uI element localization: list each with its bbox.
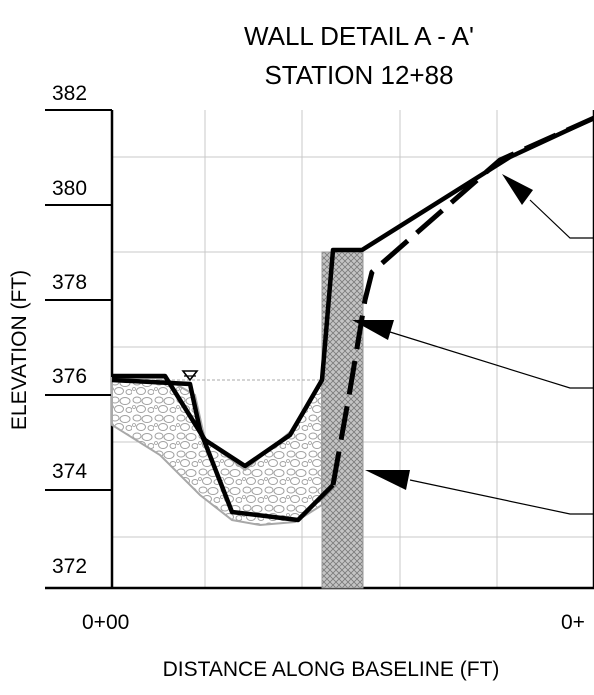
y-tick-lines bbox=[45, 109, 112, 491]
x-tick-label: 0+ bbox=[561, 611, 585, 634]
title-line-1: WALL DETAIL A - A' bbox=[244, 21, 474, 51]
profile-line-proposed bbox=[111, 377, 335, 523]
y-axis-label: ELEVATION (FT) bbox=[8, 270, 31, 430]
y-tick-label: 372 bbox=[52, 555, 87, 578]
leader-line-bottom bbox=[365, 470, 594, 515]
y-tick-label: 374 bbox=[52, 460, 87, 483]
leader-line-top bbox=[502, 174, 594, 239]
x-axis-label: DISTANCE ALONG BASELINE (FT) bbox=[163, 658, 500, 681]
y-tick-label: 380 bbox=[52, 177, 87, 200]
y-tick-label: 378 bbox=[52, 271, 87, 294]
leader-line-middle bbox=[352, 320, 594, 389]
profile-line-existing bbox=[112, 115, 594, 469]
water-level-icon bbox=[181, 370, 199, 382]
title-line-2: STATION 12+88 bbox=[264, 60, 453, 90]
x-tick-label: 0+00 bbox=[82, 611, 129, 634]
y-tick-label: 376 bbox=[52, 365, 87, 388]
profile-line-proposed-dashed bbox=[330, 115, 594, 486]
plot-frame bbox=[45, 110, 594, 590]
riprap-fill bbox=[111, 376, 323, 527]
y-tick-label: 382 bbox=[52, 82, 87, 105]
